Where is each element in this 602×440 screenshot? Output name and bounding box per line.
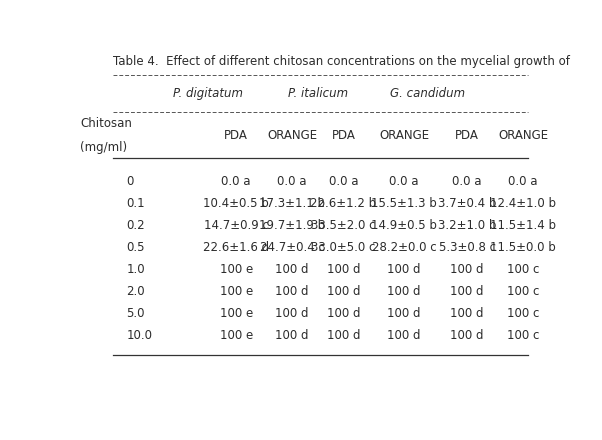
Text: 0.0 a: 0.0 a — [508, 175, 538, 188]
Text: 100 d: 100 d — [388, 307, 421, 320]
Text: 100 e: 100 e — [220, 329, 253, 342]
Text: 100 d: 100 d — [388, 285, 421, 298]
Text: (mg/ml): (mg/ml) — [80, 141, 127, 154]
Text: 10.0: 10.0 — [126, 329, 152, 342]
Text: Chitosan: Chitosan — [80, 117, 132, 130]
Text: 28.2±0.0 c: 28.2±0.0 c — [372, 241, 436, 254]
Text: 2.0: 2.0 — [126, 285, 145, 298]
Text: 0.0 a: 0.0 a — [222, 175, 251, 188]
Text: 19.7±1.9 b: 19.7±1.9 b — [259, 219, 325, 232]
Text: 100 d: 100 d — [450, 263, 484, 276]
Text: ORANGE: ORANGE — [379, 129, 429, 142]
Text: 3.2±1.0 b: 3.2±1.0 b — [438, 219, 496, 232]
Text: G. candidum: G. candidum — [390, 87, 465, 100]
Text: 0.0 a: 0.0 a — [389, 175, 419, 188]
Text: 5.3±0.8 c: 5.3±0.8 c — [439, 241, 495, 254]
Text: 100 d: 100 d — [450, 329, 484, 342]
Text: 100 d: 100 d — [327, 329, 360, 342]
Text: PDA: PDA — [225, 129, 248, 142]
Text: 0.0 a: 0.0 a — [452, 175, 482, 188]
Text: 100 c: 100 c — [507, 285, 539, 298]
Text: 1.0: 1.0 — [126, 263, 145, 276]
Text: 100 d: 100 d — [276, 285, 309, 298]
Text: 100 d: 100 d — [327, 285, 360, 298]
Text: 0.0 a: 0.0 a — [329, 175, 358, 188]
Text: 15.5±1.3 b: 15.5±1.3 b — [371, 197, 437, 210]
Text: 22.6±1.2 b: 22.6±1.2 b — [311, 197, 377, 210]
Text: 100 d: 100 d — [276, 307, 309, 320]
Text: 3.7±0.4 b: 3.7±0.4 b — [438, 197, 496, 210]
Text: 100 d: 100 d — [276, 329, 309, 342]
Text: 0.1: 0.1 — [126, 197, 145, 210]
Text: 5.0: 5.0 — [126, 307, 145, 320]
Text: 100 c: 100 c — [507, 329, 539, 342]
Text: 100 d: 100 d — [327, 307, 360, 320]
Text: 22.6±1.6 d: 22.6±1.6 d — [203, 241, 269, 254]
Text: 100 c: 100 c — [507, 263, 539, 276]
Text: PDA: PDA — [332, 129, 355, 142]
Text: 17.3±1.1 b: 17.3±1.1 b — [259, 197, 325, 210]
Text: P. digitatum: P. digitatum — [173, 87, 243, 100]
Text: 24.7±0.4 c: 24.7±0.4 c — [259, 241, 324, 254]
Text: 14.9±0.5 b: 14.9±0.5 b — [371, 219, 437, 232]
Text: ORANGE: ORANGE — [267, 129, 317, 142]
Text: 11.5±1.4 b: 11.5±1.4 b — [490, 219, 556, 232]
Text: 100 e: 100 e — [220, 307, 253, 320]
Text: 33.5±2.0 c: 33.5±2.0 c — [311, 219, 376, 232]
Text: 11.5±0.0 b: 11.5±0.0 b — [490, 241, 556, 254]
Text: 100 c: 100 c — [507, 307, 539, 320]
Text: 100 e: 100 e — [220, 285, 253, 298]
Text: 100 d: 100 d — [450, 307, 484, 320]
Text: 33.0±5.0 c: 33.0±5.0 c — [311, 241, 376, 254]
Text: Table 4.  Effect of different chitosan concentrations on the mycelial growth of: Table 4. Effect of different chitosan co… — [113, 55, 569, 68]
Text: 0.2: 0.2 — [126, 219, 145, 232]
Text: 100 d: 100 d — [388, 263, 421, 276]
Text: P. italicum: P. italicum — [288, 87, 348, 100]
Text: PDA: PDA — [455, 129, 479, 142]
Text: 0.0 a: 0.0 a — [278, 175, 307, 188]
Text: 100 d: 100 d — [388, 329, 421, 342]
Text: 100 d: 100 d — [327, 263, 360, 276]
Text: ORANGE: ORANGE — [498, 129, 548, 142]
Text: 0.5: 0.5 — [126, 241, 145, 254]
Text: 14.7±0.9 c: 14.7±0.9 c — [203, 219, 268, 232]
Text: 10.4±0.5 b: 10.4±0.5 b — [203, 197, 269, 210]
Text: 12.4±1.0 b: 12.4±1.0 b — [490, 197, 556, 210]
Text: 100 d: 100 d — [450, 285, 484, 298]
Text: 0: 0 — [126, 175, 134, 188]
Text: 100 e: 100 e — [220, 263, 253, 276]
Text: 100 d: 100 d — [276, 263, 309, 276]
